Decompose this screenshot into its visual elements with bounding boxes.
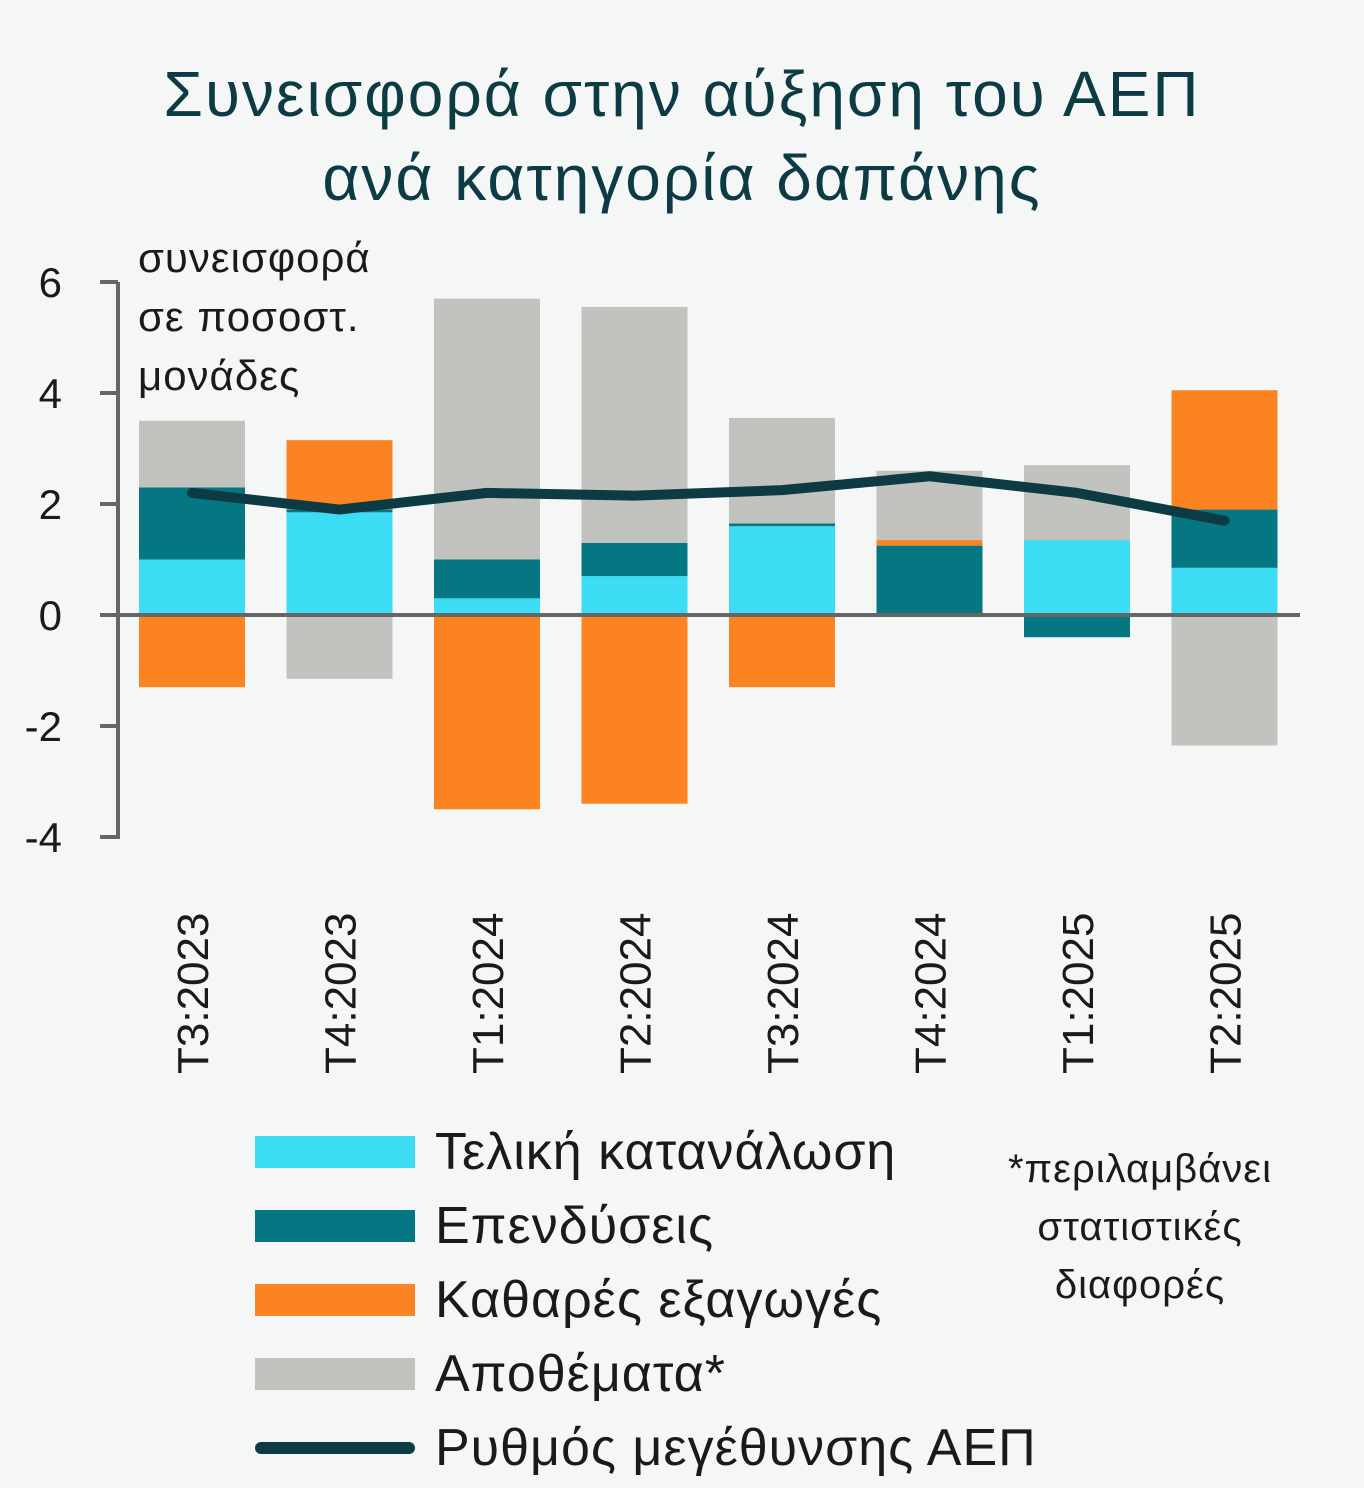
- y-tick-label-0: 6: [39, 259, 62, 306]
- x-tick-label-3: T2:2024: [612, 913, 661, 1074]
- bar-T4:2023-series-2: [286, 440, 393, 510]
- bar-T3:2023-series-3: [139, 420, 245, 488]
- bar-T3:2024-series-2: [729, 615, 835, 688]
- bar-T1:2024-series-1: [434, 559, 540, 599]
- legend-label-inventories: Αποθέματα*: [435, 1345, 726, 1403]
- bar-T4:2023-series-3: [286, 615, 393, 679]
- y-axis-unit-line-1: συνεισφορά: [138, 234, 371, 281]
- legend-swatch-net-exports: [255, 1284, 415, 1316]
- chart-title-line-1: Συνεισφορά στην αύξηση του ΑΕΠ: [163, 58, 1201, 130]
- bar-T1:2025-series-1: [1024, 615, 1130, 638]
- chart-plot: 6 4 2 0 -2 -4 T3:2023 T4:2023 T1:2024 T2:2024 T3:2…: [25, 259, 1300, 1074]
- legend-label-investment: Επενδύσεις: [435, 1197, 715, 1255]
- footnote: *περιλαμβάνει στατιστικές διαφορές: [970, 1140, 1310, 1314]
- bar-T3:2024-series-3: [729, 417, 835, 524]
- bar-T2:2024-series-3: [581, 306, 688, 543]
- footnote-line-3: διαφορές: [1054, 1263, 1226, 1307]
- bar-T2:2025-series-3: [1171, 615, 1278, 746]
- legend-swatch-investment: [255, 1210, 415, 1242]
- bar-T2:2024-series-1: [581, 542, 688, 577]
- bar-T4:2024-series-1: [876, 545, 983, 615]
- legend-label-final-consumption: Τελική κατανάλωση: [435, 1123, 897, 1181]
- bar-T2:2025-series-0: [1171, 567, 1278, 615]
- y-tick-label-5: -4: [25, 814, 62, 861]
- bar-T3:2023-series-0: [139, 559, 245, 615]
- bar-T2:2024-series-2: [581, 615, 688, 804]
- legend-swatch-final-consumption: [255, 1136, 415, 1168]
- y-axis-unit-line-3: μονάδες: [138, 352, 301, 399]
- y-axis-unit-line-2: σε ποσοστ.: [138, 293, 360, 340]
- x-tick-label-4: T3:2024: [759, 913, 808, 1074]
- legend-label-gdp-growth: Ρυθμός μεγέθυνσης ΑΕΠ: [435, 1419, 1037, 1477]
- legend-swatch-gdp-growth: [255, 1442, 415, 1454]
- y-tick-label-1: 4: [39, 370, 62, 417]
- legend-label-net-exports: Καθαρές εξαγωγές: [435, 1271, 883, 1329]
- x-tick-label-7: T2:2025: [1202, 913, 1251, 1074]
- chart-title: Συνεισφορά στην αύξηση του ΑΕΠ ανά κατηγ…: [0, 52, 1364, 220]
- x-tick-label-5: T4:2024: [907, 913, 956, 1074]
- footnote-line-2: στατιστικές: [1037, 1205, 1243, 1249]
- bar-T1:2024-series-2: [434, 615, 540, 810]
- chart-title-line-2: ανά κατηγορία δαπάνης: [322, 142, 1042, 214]
- bar-T1:2024-series-3: [434, 298, 540, 560]
- x-tick-label-1: T4:2023: [317, 913, 366, 1074]
- y-tick-label-4: -2: [25, 703, 62, 750]
- bar-T2:2025-series-2: [1171, 390, 1278, 510]
- bar-T2:2024-series-0: [581, 576, 688, 615]
- y-tick-label-2: 2: [39, 481, 62, 528]
- bar-T4:2024-series-2: [876, 540, 983, 546]
- gdp-growth-line: [187, 471, 1230, 526]
- x-tick-label-0: T3:2023: [169, 913, 218, 1074]
- legend-swatch-inventories: [255, 1358, 415, 1390]
- bar-T4:2023-series-0: [286, 512, 393, 615]
- bar-T3:2024-series-1: [729, 523, 835, 527]
- bar-T1:2024-series-0: [434, 598, 540, 615]
- x-tick-label-2: T1:2024: [464, 913, 513, 1074]
- bar-T3:2024-series-0: [729, 526, 835, 615]
- bar-T3:2023-series-2: [139, 615, 245, 688]
- footnote-line-1: *περιλαμβάνει: [1007, 1147, 1273, 1191]
- y-tick-label-3: 0: [39, 592, 62, 639]
- x-tick-label-6: T1:2025: [1054, 913, 1103, 1074]
- bar-T1:2025-series-0: [1024, 540, 1130, 615]
- y-axis-unit-label: συνεισφορά σε ποσοστ. μονάδες: [138, 228, 371, 405]
